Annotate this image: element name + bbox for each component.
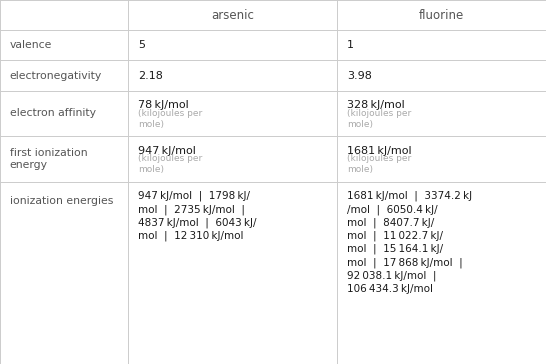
Text: 3.98: 3.98 — [347, 71, 372, 80]
Text: arsenic: arsenic — [211, 9, 254, 21]
Text: (kilojoules per
mole): (kilojoules per mole) — [138, 109, 203, 129]
Text: (kilojoules per
mole): (kilojoules per mole) — [347, 154, 411, 174]
Text: ionization energies: ionization energies — [10, 196, 113, 206]
Text: 947 kJ/mol  |  1798 kJ/
mol  |  2735 kJ/mol  |
4837 kJ/mol  |  6043 kJ/
mol  |  : 947 kJ/mol | 1798 kJ/ mol | 2735 kJ/mol … — [138, 191, 257, 241]
Text: 1: 1 — [347, 40, 354, 50]
Text: (kilojoules per
mole): (kilojoules per mole) — [347, 109, 411, 129]
Text: 1681 kJ/mol: 1681 kJ/mol — [347, 146, 411, 156]
Text: 1681 kJ/mol  |  3374.2 kJ
/mol  |  6050.4 kJ/
mol  |  8407.7 kJ/
mol  |  11 022.: 1681 kJ/mol | 3374.2 kJ /mol | 6050.4 kJ… — [347, 191, 472, 294]
Text: first ionization
energy: first ionization energy — [10, 148, 87, 170]
Text: electronegativity: electronegativity — [10, 71, 102, 80]
Text: fluorine: fluorine — [419, 9, 464, 21]
Text: 2.18: 2.18 — [138, 71, 163, 80]
Text: 947 kJ/mol: 947 kJ/mol — [138, 146, 196, 156]
Text: electron affinity: electron affinity — [10, 108, 96, 118]
Text: (kilojoules per
mole): (kilojoules per mole) — [138, 154, 203, 174]
Text: 78 kJ/mol: 78 kJ/mol — [138, 100, 189, 110]
Text: 5: 5 — [138, 40, 145, 50]
Text: valence: valence — [10, 40, 52, 50]
Text: 328 kJ/mol: 328 kJ/mol — [347, 100, 405, 110]
